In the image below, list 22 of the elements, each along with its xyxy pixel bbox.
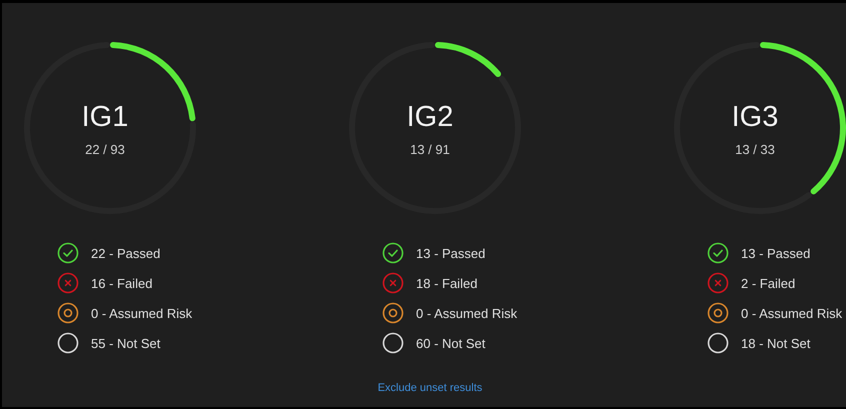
text: 60 - Not Set xyxy=(416,336,486,350)
text: Exclude unset results xyxy=(376,382,484,394)
text: 13 - Passed xyxy=(416,246,486,260)
donut-slice xyxy=(24,42,196,214)
text: 16 - Failed xyxy=(91,276,152,290)
text: 13 - Passed xyxy=(741,246,810,260)
text: IG2 xyxy=(406,101,454,134)
text: 13 / 33 xyxy=(734,142,776,157)
text: IG3 xyxy=(730,101,780,134)
text: 13 / 91 xyxy=(409,142,451,157)
text: 2 - Failed xyxy=(741,276,796,290)
text: 22 - Passed xyxy=(91,246,160,260)
text: 18 - Failed xyxy=(416,276,478,290)
text: 22 / 93 xyxy=(84,142,126,157)
donut-slice xyxy=(349,42,521,214)
text: 0 - Assumed Risk xyxy=(741,306,842,320)
text: 18 - Not Set xyxy=(741,336,810,350)
text: IG1 xyxy=(80,101,130,134)
text: 0 - Assumed Risk xyxy=(416,306,518,320)
donut-slice xyxy=(435,42,502,77)
text: 55 - Not Set xyxy=(91,336,160,350)
text: 0 - Assumed Risk xyxy=(91,306,192,320)
